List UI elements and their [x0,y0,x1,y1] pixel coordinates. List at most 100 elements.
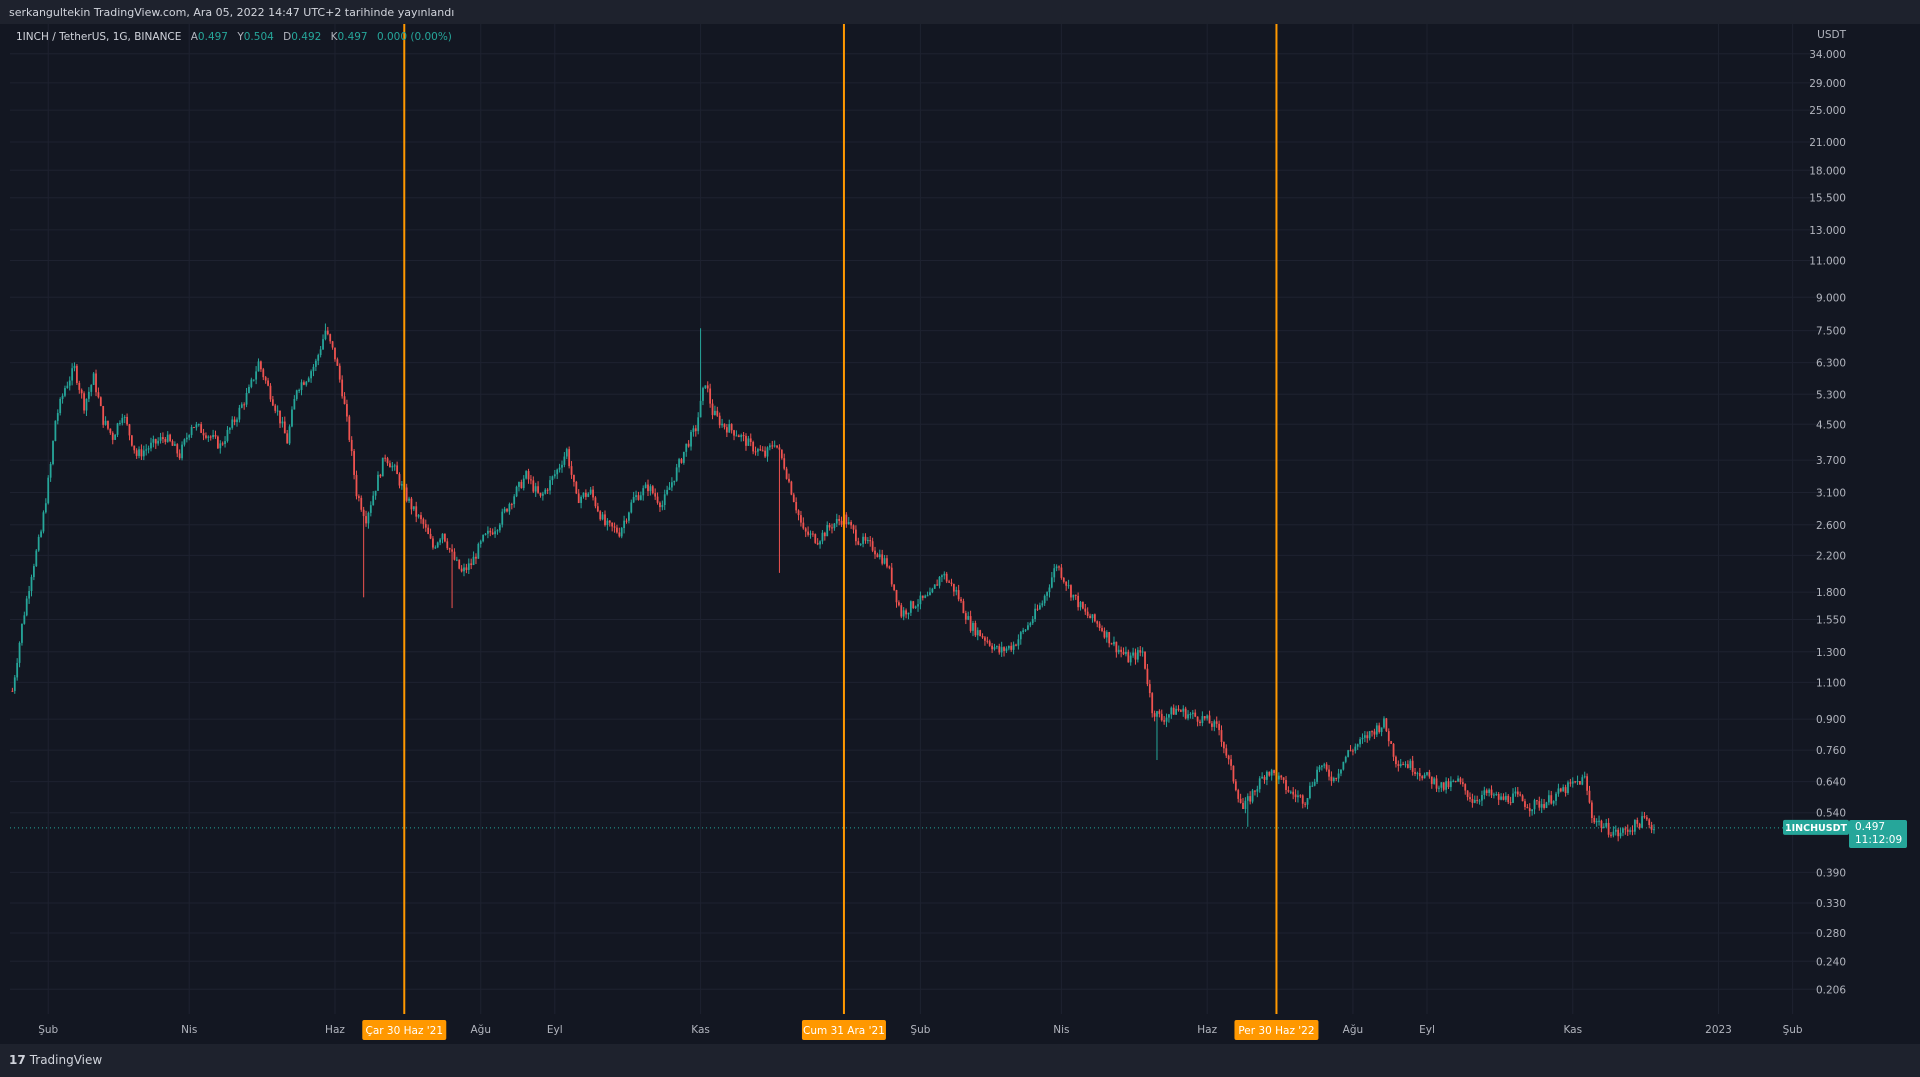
candle-body [197,424,200,426]
candle-body [530,479,532,481]
symbol-line[interactable]: 1INCH / TetherUS, 1G, BINANCE [16,31,182,43]
candle-body [176,444,179,454]
candle-body [1285,780,1287,791]
candle-body [888,566,891,568]
candle-body [945,573,948,582]
candle-body [214,435,217,437]
candle-body [790,481,793,495]
candle-body [1328,769,1330,777]
candle-body [1607,822,1610,835]
candle-body [224,441,226,445]
candle-body [924,595,927,598]
candle-body [718,415,721,426]
time-axis[interactable]: Şub Nis Haz Ağu Eyl Kas Şub Nis Haz Ağu Eyl Kas 2023… [38,1024,1803,1036]
candle-body [1397,764,1400,766]
candle-body [1182,708,1185,712]
candle-body [250,379,253,387]
candle-body [573,474,575,482]
candle-body [1418,773,1421,777]
candle-body [1626,829,1629,832]
candle-body [1454,780,1457,782]
candle-body [783,458,786,469]
time-tick-label: Nis [181,1024,197,1036]
candle-body [1435,778,1438,789]
close-label: K [330,31,338,43]
candle-body [697,417,700,432]
candle-body [721,423,723,426]
candle-body [1516,791,1519,795]
candle-body [97,392,100,398]
candle-body [623,520,626,529]
candle-body [620,528,623,537]
candle-body [83,393,85,411]
candle-body [1363,735,1366,738]
candle-body [1125,651,1127,655]
price-tick-label: 5.300 [1816,389,1846,401]
candle-body [874,550,876,555]
candle-body [231,419,234,428]
candle-body [415,506,418,517]
candle-body [828,524,831,528]
candle-body [1144,651,1146,669]
candle-body [1495,793,1498,795]
candle-body [1543,804,1545,808]
candle-body [317,355,320,361]
candle-body [494,531,496,535]
candle-body [1038,605,1041,610]
candle-body [1399,764,1402,766]
candle-body [1550,795,1553,804]
candle-body [1442,782,1445,790]
candle-body [159,437,162,441]
price-chart[interactable]: Çar 30 Haz '21 Cum 31 Ara '21 Per 30 Haz '… [10,24,1850,1044]
price-tick-label: 1.550 [1816,615,1846,627]
candle-body [1115,641,1118,653]
candle-body [360,497,363,510]
candle-body [274,405,277,411]
price-tick-label: 29.000 [1809,78,1846,90]
candle-body [537,486,539,493]
candle-body [613,526,616,528]
candle-body [742,435,745,437]
candle-body [1273,770,1275,773]
candle-body [625,520,628,522]
candle-body [286,433,289,444]
candle-body [768,445,771,448]
candle-body [592,489,594,498]
candle-body [522,478,525,489]
candle-body [582,492,585,497]
candle-body [854,529,857,542]
candle-body [236,419,238,423]
candle-body [477,543,480,559]
candle-body [967,616,970,620]
candle-body [859,543,862,545]
candle-body [1058,566,1060,568]
candle-body [952,583,955,592]
candle-body [1048,587,1051,593]
candle-body [1232,765,1235,782]
candle-body [1297,795,1299,798]
price-axis[interactable]: 34.000 29.000 25.000 21.000 18.000 15.500 13.0… [1809,29,1846,996]
candle-body [338,365,341,380]
candle-body [1012,644,1015,650]
candle-body [164,439,167,442]
candle-body [907,612,910,615]
candle-body [489,530,492,533]
tradingview-logo[interactable]: 17 TradingView [9,1053,102,1067]
candle-body [525,471,528,479]
candle-body [1194,712,1197,717]
candle-body [1215,721,1218,724]
price-tick-label: 4.500 [1816,419,1846,431]
candle-body [1366,735,1369,739]
candle-body [178,453,181,459]
price-tick-label: 3.100 [1816,488,1846,500]
candle-body [905,610,907,615]
last-price-line: 1INCHUSDT [10,819,1849,835]
candle-body [47,477,50,504]
candle-body [881,554,884,564]
candle-body [157,440,160,444]
candle-body [283,421,286,434]
candle-body [561,464,563,468]
candle-body [1464,784,1467,791]
candle-body [962,601,965,614]
candle-body [353,451,355,475]
